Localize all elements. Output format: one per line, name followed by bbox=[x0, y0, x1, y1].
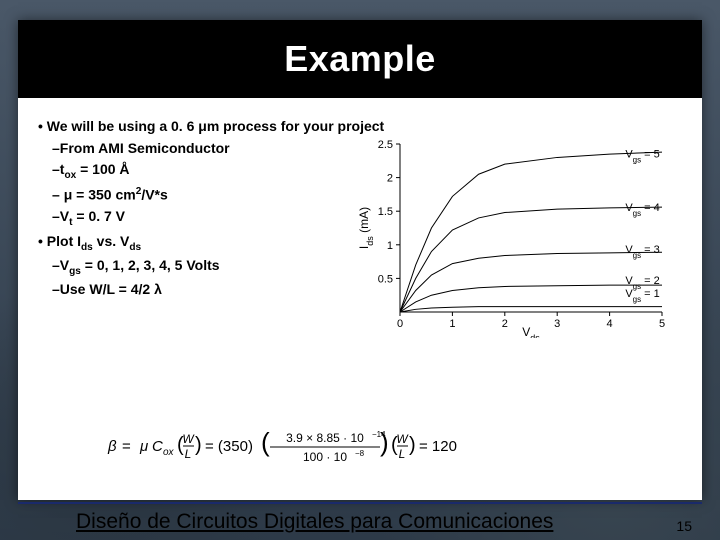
svg-text:−8: −8 bbox=[355, 449, 365, 458]
svg-text:ox: ox bbox=[163, 447, 175, 458]
footer-rule bbox=[18, 502, 702, 504]
svg-text:β: β bbox=[107, 438, 117, 455]
footer-text: Diseño de Circuitos Digitales para Comun… bbox=[76, 510, 553, 534]
svg-text:Vgs = 4: Vgs = 4 bbox=[625, 202, 659, 218]
svg-text:1: 1 bbox=[387, 240, 393, 252]
svg-text:3.9 × 8.85 · 10: 3.9 × 8.85 · 10 bbox=[286, 431, 364, 445]
svg-text:L: L bbox=[185, 447, 192, 461]
svg-text:W: W bbox=[182, 432, 195, 446]
svg-text:(: ( bbox=[261, 427, 270, 457]
title-band: Example bbox=[18, 20, 702, 98]
bullet-1: • We will be using a 0. 6 μm process for… bbox=[38, 116, 688, 138]
txt: • Plot I bbox=[38, 233, 81, 249]
mu-glyph: μ bbox=[198, 118, 207, 134]
svg-text:5: 5 bbox=[659, 318, 665, 330]
txt: –V bbox=[52, 257, 69, 273]
svg-text:2.5: 2.5 bbox=[378, 139, 393, 151]
svg-text:L: L bbox=[399, 447, 406, 461]
sub: gs bbox=[69, 266, 81, 277]
svg-text:): ) bbox=[409, 434, 416, 456]
svg-text:=: = bbox=[122, 438, 131, 455]
svg-text:100 · 10: 100 · 10 bbox=[303, 450, 347, 464]
txt: – bbox=[52, 186, 64, 202]
txt: /V*s bbox=[141, 186, 167, 202]
txt: = 0, 1, 2, 3, 4, 5 Volts bbox=[81, 257, 220, 273]
footer: Diseño de Circuitos Digitales para Comun… bbox=[18, 510, 702, 534]
svg-text:): ) bbox=[380, 427, 389, 457]
svg-text:Ids (mA): Ids (mA) bbox=[357, 207, 375, 249]
svg-text:= (350): = (350) bbox=[205, 438, 253, 455]
svg-text:Vds: Vds bbox=[522, 325, 540, 338]
txt: vs. V bbox=[93, 233, 130, 249]
svg-text:0.5: 0.5 bbox=[378, 273, 393, 285]
svg-text:W: W bbox=[396, 432, 409, 446]
svg-text:Vgs = 1: Vgs = 1 bbox=[625, 288, 659, 304]
txt: = 0. 7 V bbox=[72, 208, 125, 224]
txt: –Use W/L = 4/2 bbox=[52, 281, 154, 297]
sub: ox bbox=[64, 170, 76, 181]
txt: = 350 cm bbox=[72, 186, 135, 202]
svg-text:1.5: 1.5 bbox=[378, 206, 393, 218]
svg-text:1: 1 bbox=[449, 318, 455, 330]
ids-vds-chart: 0 1 2 3 4 5 0.5 1 1.5 2 2.5 Vds Ids (mA) Vgs = 5 Vgs =… bbox=[356, 138, 666, 338]
svg-text:= 120: = 120 bbox=[419, 438, 457, 455]
txt: –t bbox=[52, 161, 64, 177]
page-number: 15 bbox=[676, 518, 692, 534]
sub: ds bbox=[129, 241, 141, 252]
svg-text:3: 3 bbox=[554, 318, 560, 330]
txt: = 100 Å bbox=[76, 161, 129, 177]
beta-equation: β = μCox(WL) = (350)(3.9 × 8.85 · 10−141… bbox=[104, 424, 544, 468]
slide-title: Example bbox=[284, 38, 436, 80]
slide: Example • We will be using a 0. 6 μm pro… bbox=[18, 20, 702, 500]
svg-text:2: 2 bbox=[387, 173, 393, 185]
svg-text:): ) bbox=[195, 434, 202, 456]
svg-text:Vgs = 5: Vgs = 5 bbox=[625, 148, 659, 164]
svg-text:0: 0 bbox=[397, 318, 403, 330]
txt: • We will be using a 0. 6 bbox=[38, 118, 198, 134]
mu-glyph: μ bbox=[64, 186, 73, 202]
txt: –V bbox=[52, 208, 69, 224]
txt: m process for your project bbox=[207, 118, 384, 134]
svg-text:2: 2 bbox=[502, 318, 508, 330]
svg-text:4: 4 bbox=[607, 318, 613, 330]
svg-text:C: C bbox=[152, 438, 163, 455]
lambda-glyph: λ bbox=[154, 281, 162, 297]
svg-text:μ: μ bbox=[139, 438, 148, 455]
sub: ds bbox=[81, 241, 93, 252]
svg-text:Vgs = 3: Vgs = 3 bbox=[625, 244, 659, 260]
